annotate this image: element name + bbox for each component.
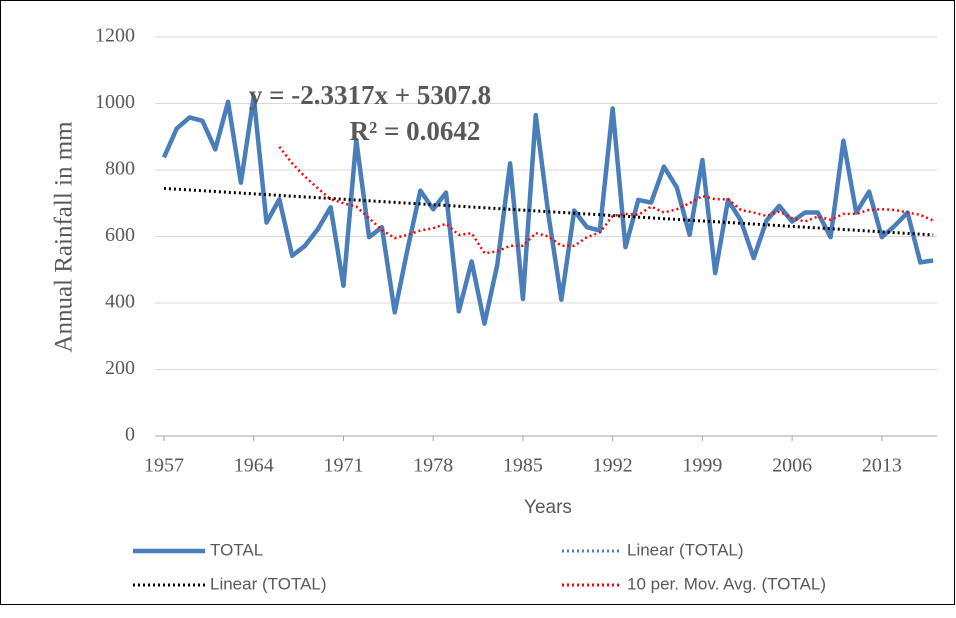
x-tick-label: 1971	[323, 455, 363, 477]
y-tick-label: 0	[125, 424, 135, 446]
x-tick-label: 1999	[682, 455, 722, 477]
y-axis-title: Annual Rainfall in mm	[51, 121, 78, 353]
legend-label: Linear (TOTAL)	[210, 574, 327, 593]
x-tick-label: 1964	[234, 455, 274, 477]
legend-label: 10 per. Mov. Avg. (TOTAL)	[627, 574, 826, 593]
series-line	[278, 145, 934, 255]
x-tick-label: 1978	[413, 455, 453, 477]
x-tick-label: 1992	[593, 455, 633, 477]
y-tick-label: 800	[105, 158, 135, 180]
x-axis-title: Years	[524, 497, 572, 518]
x-tick-label: 2013	[862, 455, 902, 477]
x-tick-label: 1985	[503, 455, 543, 477]
series-line	[161, 94, 934, 326]
y-tick-label: 400	[105, 291, 135, 313]
y-tick-label: 600	[105, 224, 135, 246]
x-tick-label: 1957	[144, 455, 184, 477]
x-tick-label: 2006	[772, 455, 812, 477]
y-tick-label: 1000	[95, 91, 135, 113]
y-tick-label: 1200	[95, 25, 135, 47]
legend-label: Linear (TOTAL)	[627, 540, 744, 559]
trend-r2: R² = 0.0642	[350, 116, 481, 146]
y-tick-label: 200	[105, 357, 135, 379]
trend-line	[163, 186, 934, 237]
trend-equation: y = -2.3317x + 5307.8	[249, 80, 491, 110]
legend-label: TOTAL	[210, 540, 263, 559]
